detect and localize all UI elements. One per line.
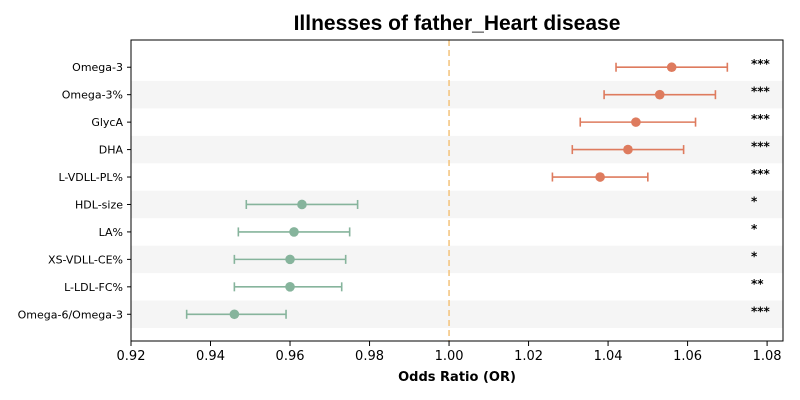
significance-label: ** bbox=[751, 277, 764, 291]
significance-label: *** bbox=[751, 304, 771, 318]
x-tick-label: 1.06 bbox=[673, 349, 702, 364]
y-tick-label: LA% bbox=[99, 226, 123, 239]
row-stripes bbox=[131, 80, 783, 328]
y-tick-label: Omega-3% bbox=[62, 89, 123, 102]
or-point bbox=[229, 309, 240, 320]
significance-label: *** bbox=[751, 140, 771, 154]
or-point bbox=[285, 282, 295, 292]
significance-label: *** bbox=[751, 167, 771, 181]
x-tick-label: 1.04 bbox=[594, 349, 623, 364]
x-axis-label: Odds Ratio (OR) bbox=[398, 370, 516, 385]
axes bbox=[130, 39, 784, 342]
or-point bbox=[654, 89, 665, 100]
x-tick-label: 1.08 bbox=[753, 349, 782, 364]
significance-label: * bbox=[751, 222, 758, 236]
or-point bbox=[289, 227, 299, 237]
y-tick-label: HDL-size bbox=[75, 198, 123, 211]
or-point bbox=[285, 254, 295, 265]
significance-label: *** bbox=[751, 57, 771, 71]
row-stripe bbox=[131, 245, 783, 274]
or-point bbox=[631, 117, 641, 127]
or-point bbox=[595, 172, 605, 182]
y-tick-label: L-VDLL-PL% bbox=[58, 171, 123, 184]
or-point bbox=[666, 62, 677, 73]
or-point bbox=[297, 199, 307, 210]
significance-label: * bbox=[751, 194, 758, 208]
x-tick-label: 1.00 bbox=[435, 349, 464, 364]
y-tick-label: GlycA bbox=[91, 116, 123, 129]
x-tick-label: 0.92 bbox=[117, 349, 146, 364]
plot-frame bbox=[130, 39, 784, 342]
y-tick-label: DHA bbox=[99, 144, 124, 157]
x-tick-label: 0.96 bbox=[276, 349, 305, 364]
row-stripe bbox=[131, 135, 783, 164]
y-tick-label: Omega-3 bbox=[72, 61, 123, 74]
or-point bbox=[623, 144, 633, 155]
chart-title: Illnesses of father_Heart disease bbox=[294, 12, 621, 35]
x-ticks: 0.92 0.94 0.96 0.98 1.00 1.02 1.04 1.06 1.08 bbox=[117, 341, 782, 364]
x-tick-label: 1.02 bbox=[514, 349, 543, 364]
x-tick-label: 0.98 bbox=[355, 349, 384, 364]
x-tick-label: 0.94 bbox=[196, 349, 225, 364]
y-tick-label: XS-VDLL-CE% bbox=[48, 253, 123, 266]
odds-ratio-points bbox=[229, 62, 677, 320]
significance-label: * bbox=[751, 249, 758, 263]
y-tick-label: L-LDL-FC% bbox=[64, 281, 123, 294]
row-stripe bbox=[131, 190, 783, 219]
significance-label: *** bbox=[751, 85, 771, 99]
significance-labels: *********************** bbox=[751, 57, 771, 318]
significance-label: *** bbox=[751, 112, 771, 126]
y-tick-label: Omega-6/Omega-3 bbox=[18, 308, 123, 321]
y-tick-labels: Omega-3 Omega-3% GlycA DHA L-VDLL-PL% HDL-siz… bbox=[18, 61, 131, 321]
